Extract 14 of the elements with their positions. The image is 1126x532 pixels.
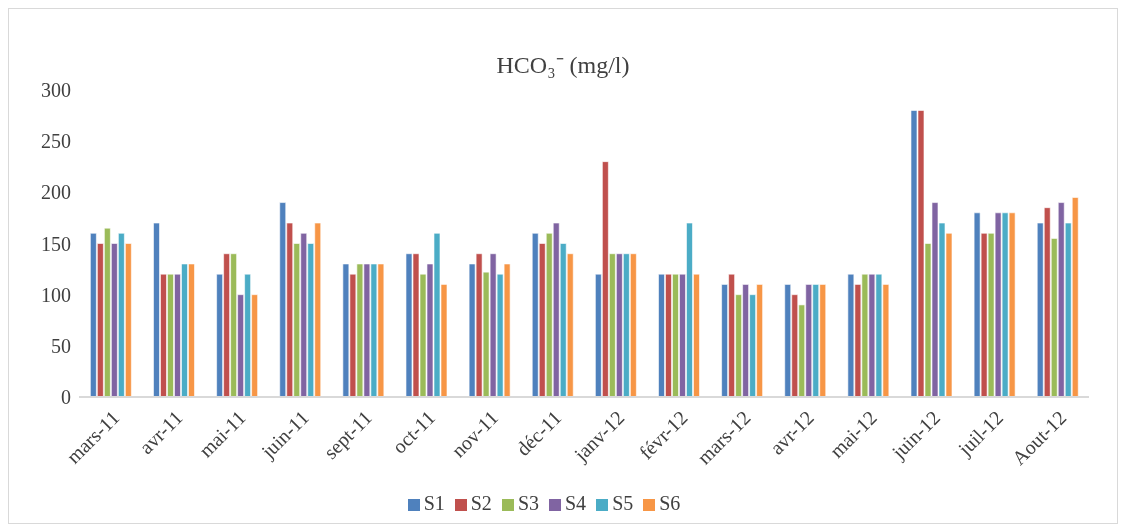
y-tick-label: 100: [41, 283, 71, 306]
y-tick-label: 300: [41, 79, 71, 102]
y-tick-label: 150: [41, 232, 71, 255]
legend-label: S2: [470, 492, 492, 514]
legend-label: S5: [612, 492, 634, 514]
legend-label: S3: [517, 492, 539, 514]
legend-label: S4: [565, 492, 587, 514]
legend-label: S1: [423, 492, 445, 514]
y-tick-label: 250: [41, 130, 71, 153]
y-tick-label: 50: [51, 334, 71, 357]
y-tick-label: 200: [41, 181, 71, 204]
chart-title: HCO₃⁻ (mg/l): [495, 51, 631, 80]
y-tick-label: 0: [61, 386, 71, 409]
legend-label: S6: [659, 492, 681, 514]
